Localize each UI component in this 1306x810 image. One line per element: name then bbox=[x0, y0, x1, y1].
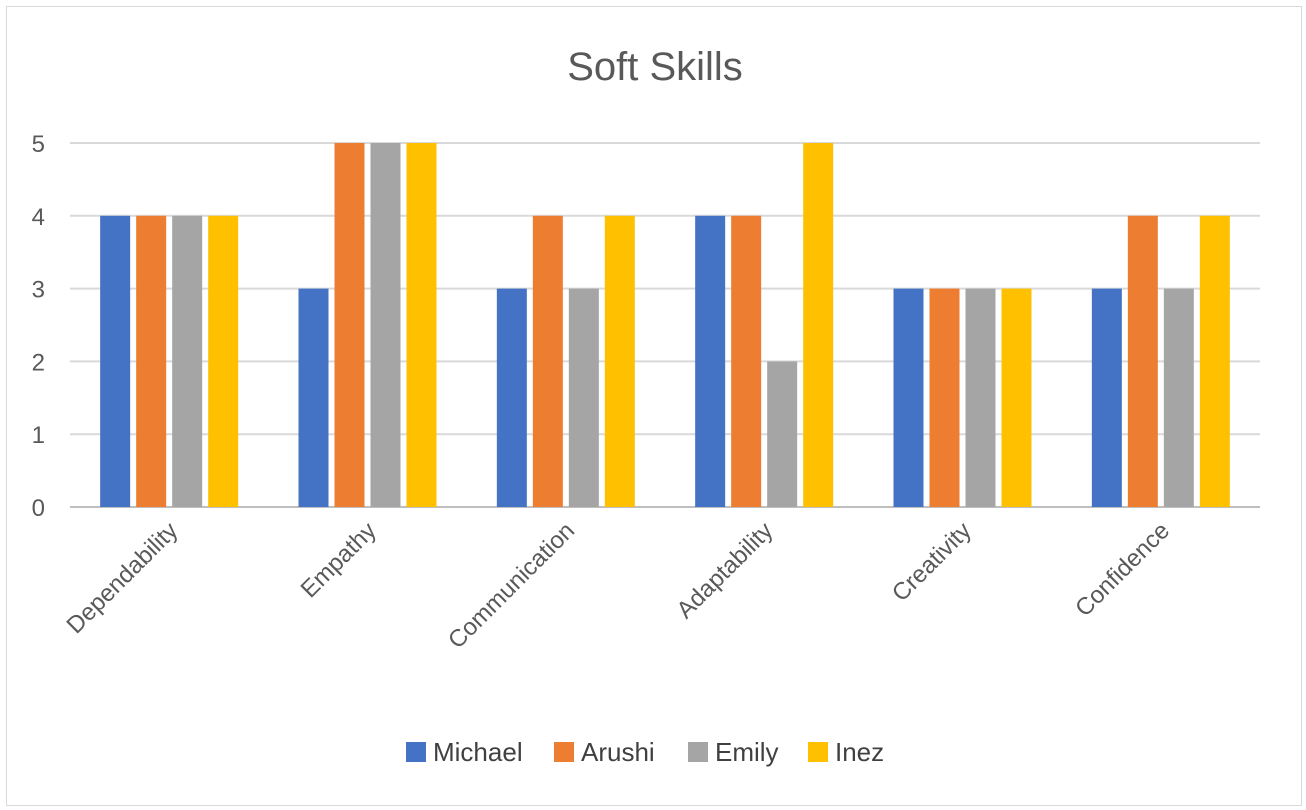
bar-inez-creativity bbox=[1001, 288, 1032, 507]
bar-arushi-communication bbox=[532, 215, 563, 508]
bar-arushi-adaptability bbox=[731, 215, 762, 508]
x-category-label: Communication bbox=[443, 517, 580, 654]
x-axis: Dependability Empathy Communication Adaptab… bbox=[61, 517, 1175, 654]
bar-michael-adaptability bbox=[695, 215, 726, 508]
y-tick-label: 5 bbox=[32, 131, 45, 158]
bar-arushi-empathy bbox=[334, 143, 365, 507]
x-category-label: Confidence bbox=[1070, 517, 1175, 622]
chart-title: Soft Skills bbox=[567, 45, 743, 89]
bar-michael-creativity bbox=[893, 288, 924, 507]
legend-label: Inez bbox=[835, 737, 884, 767]
bar-arushi-creativity bbox=[929, 288, 960, 507]
legend-swatch-emily bbox=[688, 742, 708, 762]
bar-emily-dependability bbox=[172, 215, 203, 508]
legend-label: Emily bbox=[715, 737, 779, 767]
bar-arushi-dependability bbox=[136, 215, 167, 508]
bar-michael-empathy bbox=[298, 288, 329, 507]
bar-inez-empathy bbox=[406, 143, 437, 507]
gridlines bbox=[70, 142, 1260, 508]
bar-michael-dependability bbox=[100, 215, 131, 508]
bar-inez-communication bbox=[604, 215, 635, 508]
bars bbox=[100, 143, 1230, 508]
legend-label: Arushi bbox=[581, 737, 655, 767]
bar-emily-confidence bbox=[1163, 288, 1194, 507]
x-category-label: Empathy bbox=[296, 517, 382, 603]
y-tick-label: 4 bbox=[32, 204, 45, 231]
legend-label: Michael bbox=[433, 737, 523, 767]
bar-emily-adaptability bbox=[767, 361, 798, 507]
y-tick-label: 1 bbox=[32, 422, 45, 449]
y-tick-label: 3 bbox=[32, 277, 45, 304]
bar-inez-dependability bbox=[208, 215, 239, 508]
y-tick-label: 2 bbox=[32, 349, 45, 376]
bar-inez-confidence bbox=[1199, 215, 1230, 508]
bar-michael-confidence bbox=[1091, 288, 1122, 507]
y-tick-label: 0 bbox=[32, 495, 45, 522]
x-category-label: Adaptability bbox=[672, 517, 779, 624]
x-category-label: Creativity bbox=[887, 517, 977, 607]
bar-emily-empathy bbox=[370, 143, 401, 507]
legend-swatch-arushi bbox=[554, 742, 574, 762]
bar-emily-creativity bbox=[965, 288, 996, 507]
legend: Michael Arushi Emily Inez bbox=[406, 737, 884, 767]
bar-inez-adaptability bbox=[803, 143, 834, 507]
bar-michael-communication bbox=[496, 288, 527, 507]
x-category-label: Dependability bbox=[61, 517, 183, 639]
legend-swatch-inez bbox=[808, 742, 828, 762]
legend-swatch-michael bbox=[406, 742, 426, 762]
bar-emily-communication bbox=[568, 288, 599, 507]
y-axis-ticks: 0 1 2 3 4 5 bbox=[32, 131, 45, 522]
bar-arushi-confidence bbox=[1127, 215, 1158, 508]
